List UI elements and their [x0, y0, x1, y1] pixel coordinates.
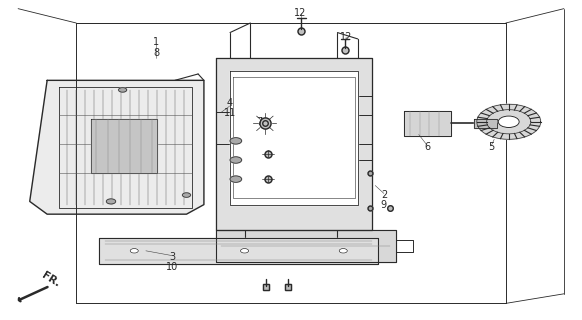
Circle shape [230, 157, 242, 163]
Circle shape [230, 176, 242, 182]
Text: 4: 4 [227, 98, 233, 108]
Text: 1: 1 [153, 37, 159, 47]
Polygon shape [91, 119, 158, 173]
Polygon shape [477, 104, 541, 139]
Text: 3: 3 [169, 252, 175, 262]
Text: 5: 5 [488, 142, 495, 152]
Polygon shape [100, 238, 378, 264]
Polygon shape [404, 111, 450, 136]
Circle shape [119, 88, 127, 92]
Circle shape [498, 116, 519, 127]
Polygon shape [230, 71, 358, 204]
Polygon shape [474, 119, 497, 128]
Polygon shape [30, 80, 204, 214]
Text: 2: 2 [381, 190, 387, 200]
Polygon shape [215, 58, 372, 230]
Text: FR.: FR. [40, 270, 62, 289]
Circle shape [339, 249, 347, 253]
Polygon shape [215, 230, 396, 262]
Text: 11: 11 [224, 108, 236, 118]
Text: 8: 8 [153, 48, 159, 58]
Circle shape [230, 138, 242, 144]
Text: 7: 7 [256, 117, 262, 127]
Text: 12: 12 [340, 32, 352, 42]
Circle shape [130, 249, 139, 253]
Text: 10: 10 [166, 262, 178, 272]
Circle shape [107, 199, 116, 204]
Text: 6: 6 [424, 142, 431, 152]
Circle shape [240, 249, 249, 253]
Text: 9: 9 [381, 200, 387, 210]
Circle shape [182, 193, 190, 197]
Text: 12: 12 [293, 8, 306, 19]
